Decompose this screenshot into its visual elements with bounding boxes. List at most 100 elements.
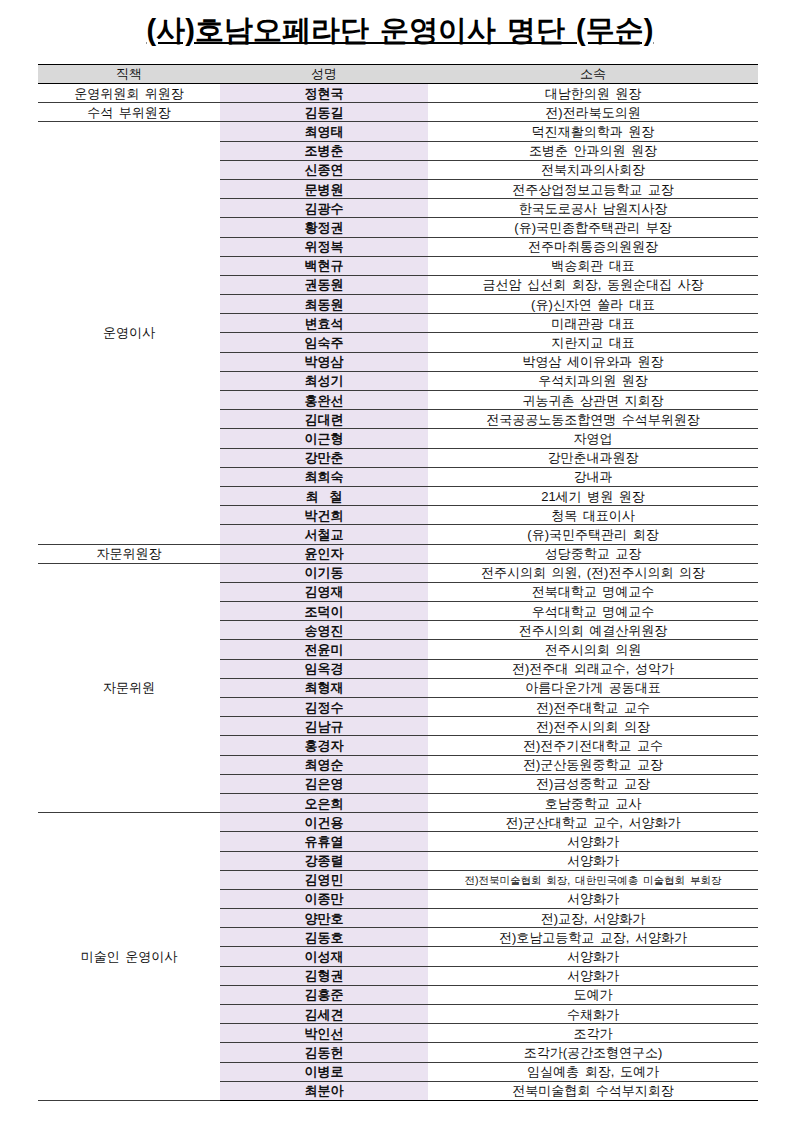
member-name-cell: 조병춘 (220, 141, 428, 160)
member-name-cell: 백현규 (220, 256, 428, 275)
member-name-cell: 이근형 (220, 429, 428, 448)
member-name-cell: 신종연 (220, 160, 428, 179)
table-row: 운영위원회 위원장정현국대남한의원 원장 (38, 84, 758, 103)
member-name-cell: 김대련 (220, 410, 428, 429)
table-row: 수석 부위원장김동길전)전라북도의원 (38, 103, 758, 122)
member-affiliation-cell: (유)국민종합주택관리 부장 (428, 218, 758, 237)
table-row: 운영이사최영태덕진재활의학과 원장 (38, 122, 758, 141)
member-name-cell: 최분아 (220, 1081, 428, 1100)
member-name-cell: 최 철 (220, 486, 428, 505)
member-affiliation-cell: 서양화가 (428, 966, 758, 985)
position-cell: 미술인 운영이사 (38, 813, 220, 1101)
member-affiliation-cell: 아름다운가게 공동대표 (428, 678, 758, 697)
member-name-cell: 이건용 (220, 813, 428, 832)
member-name-cell: 최동원 (220, 295, 428, 314)
member-affiliation-cell: 조각가(공간조형연구소) (428, 1043, 758, 1062)
member-affiliation-cell: 전북미술협회 수석부지회장 (428, 1081, 758, 1100)
page: (사)호남오페라단 운영이사 명단 (무순) 직책 성명 소속 운영위원회 위원… (0, 0, 800, 1131)
header-affiliation: 소속 (428, 65, 758, 84)
member-affiliation-cell: 전)전주대 외래교수, 성악가 (428, 659, 758, 678)
member-affiliation-cell: 전)금성중학교 교장 (428, 774, 758, 793)
member-name-cell: 김세견 (220, 1005, 428, 1024)
member-affiliation-cell: 전국공공노동조합연맹 수석부위원장 (428, 410, 758, 429)
member-name-cell: 홍완선 (220, 391, 428, 410)
member-name-cell: 임옥경 (220, 659, 428, 678)
member-affiliation-cell: 자영업 (428, 429, 758, 448)
member-name-cell: 김은영 (220, 774, 428, 793)
member-affiliation-cell: 전북치과의사회장 (428, 160, 758, 179)
member-name-cell: 최성기 (220, 371, 428, 390)
position-cell: 운영이사 (38, 122, 220, 544)
table-row: 자문위원이기동전주시의회 의원, (전)전주시의회 의장 (38, 563, 758, 582)
member-name-cell: 김광수 (220, 199, 428, 218)
member-affiliation-cell: 전북대학교 명예교수 (428, 582, 758, 601)
position-cell: 자문위원 (38, 563, 220, 812)
member-affiliation-cell: 청목 대표이사 (428, 506, 758, 525)
member-affiliation-cell: (유)신자연 쏠라 대표 (428, 295, 758, 314)
member-affiliation-cell: 21세기 병원 원장 (428, 486, 758, 505)
member-affiliation-cell: 전)교장, 서양화가 (428, 909, 758, 928)
member-name-cell: 정현국 (220, 84, 428, 103)
table-row: 미술인 운영이사이건용전)군산대학교 교수, 서양화가 (38, 813, 758, 832)
member-name-cell: 김형권 (220, 966, 428, 985)
member-affiliation-cell: 귀농귀촌 상관면 지회장 (428, 391, 758, 410)
member-name-cell: 권동원 (220, 275, 428, 294)
member-affiliation-cell: 지란지교 대표 (428, 333, 758, 352)
page-title: (사)호남오페라단 운영이사 명단 (무순) (0, 11, 800, 51)
member-affiliation-cell: 전)전북미술협회 회장, 대한민국예총 미술협회 부회장 (428, 870, 758, 889)
member-affiliation-cell: 한국도로공사 남원지사장 (428, 199, 758, 218)
member-name-cell: 이종만 (220, 889, 428, 908)
member-name-cell: 김동헌 (220, 1043, 428, 1062)
member-affiliation-cell: 도예가 (428, 985, 758, 1004)
roster-table: 직책 성명 소속 운영위원회 위원장정현국대남한의원 원장수석 부위원장김동길전… (38, 64, 758, 1101)
table-row: 자문위원장윤인자성당중학교 교장 (38, 544, 758, 563)
member-affiliation-cell: 전)전주시의회 의장 (428, 717, 758, 736)
member-name-cell: 김흥준 (220, 985, 428, 1004)
member-name-cell: 임숙주 (220, 333, 428, 352)
member-affiliation-cell: 전)호남고등학교 교장, 서양화가 (428, 928, 758, 947)
member-name-cell: 최희숙 (220, 467, 428, 486)
member-name-cell: 유휴열 (220, 832, 428, 851)
member-affiliation-cell: 전주시의회 의원, (전)전주시의회 의장 (428, 563, 758, 582)
position-cell: 자문위원장 (38, 544, 220, 563)
table-header: 직책 성명 소속 (38, 65, 758, 84)
member-name-cell: 강종렬 (220, 851, 428, 870)
member-name-cell: 강만춘 (220, 448, 428, 467)
member-affiliation-cell: 금선암 십선회 회장, 동원순대집 사장 (428, 275, 758, 294)
member-name-cell: 최영태 (220, 122, 428, 141)
member-name-cell: 홍경자 (220, 736, 428, 755)
member-affiliation-cell: 전)전주기전대학교 교수 (428, 736, 758, 755)
member-affiliation-cell: 조병춘 안과의원 원장 (428, 141, 758, 160)
member-name-cell: 이기동 (220, 563, 428, 582)
member-name-cell: 김동길 (220, 103, 428, 122)
member-name-cell: 김동호 (220, 928, 428, 947)
member-affiliation-cell: 백송회관 대표 (428, 256, 758, 275)
member-affiliation-cell: 우석치과의원 원장 (428, 371, 758, 390)
member-name-cell: 전윤미 (220, 640, 428, 659)
member-name-cell: 김정수 (220, 698, 428, 717)
member-affiliation-cell: 조각가 (428, 1024, 758, 1043)
member-name-cell: 이병로 (220, 1062, 428, 1081)
member-affiliation-cell: 성당중학교 교장 (428, 544, 758, 563)
member-name-cell: 위정복 (220, 237, 428, 256)
member-name-cell: 양만호 (220, 909, 428, 928)
member-affiliation-cell: 임실예총 회장, 도예가 (428, 1062, 758, 1081)
member-name-cell: 황정권 (220, 218, 428, 237)
member-name-cell: 김영민 (220, 870, 428, 889)
member-affiliation-cell: 서양화가 (428, 851, 758, 870)
member-name-cell: 박영삼 (220, 352, 428, 371)
member-affiliation-cell: 강만춘내과원장 (428, 448, 758, 467)
member-affiliation-cell: 전)군산동원중학교 교장 (428, 755, 758, 774)
member-name-cell: 변효석 (220, 314, 428, 333)
member-name-cell: 이성재 (220, 947, 428, 966)
member-affiliation-cell: 덕진재활의학과 원장 (428, 122, 758, 141)
member-affiliation-cell: 서양화가 (428, 889, 758, 908)
member-affiliation-cell: (유)국민주택관리 회장 (428, 525, 758, 544)
member-affiliation-cell: 호남중학교 교사 (428, 793, 758, 812)
member-affiliation-cell: 대남한의원 원장 (428, 84, 758, 103)
member-affiliation-cell: 전주상업정보고등학교 교장 (428, 179, 758, 198)
member-name-cell: 박건희 (220, 506, 428, 525)
member-name-cell: 최영순 (220, 755, 428, 774)
position-cell: 운영위원회 위원장 (38, 84, 220, 103)
member-affiliation-cell: 전)전주대학교 교수 (428, 698, 758, 717)
